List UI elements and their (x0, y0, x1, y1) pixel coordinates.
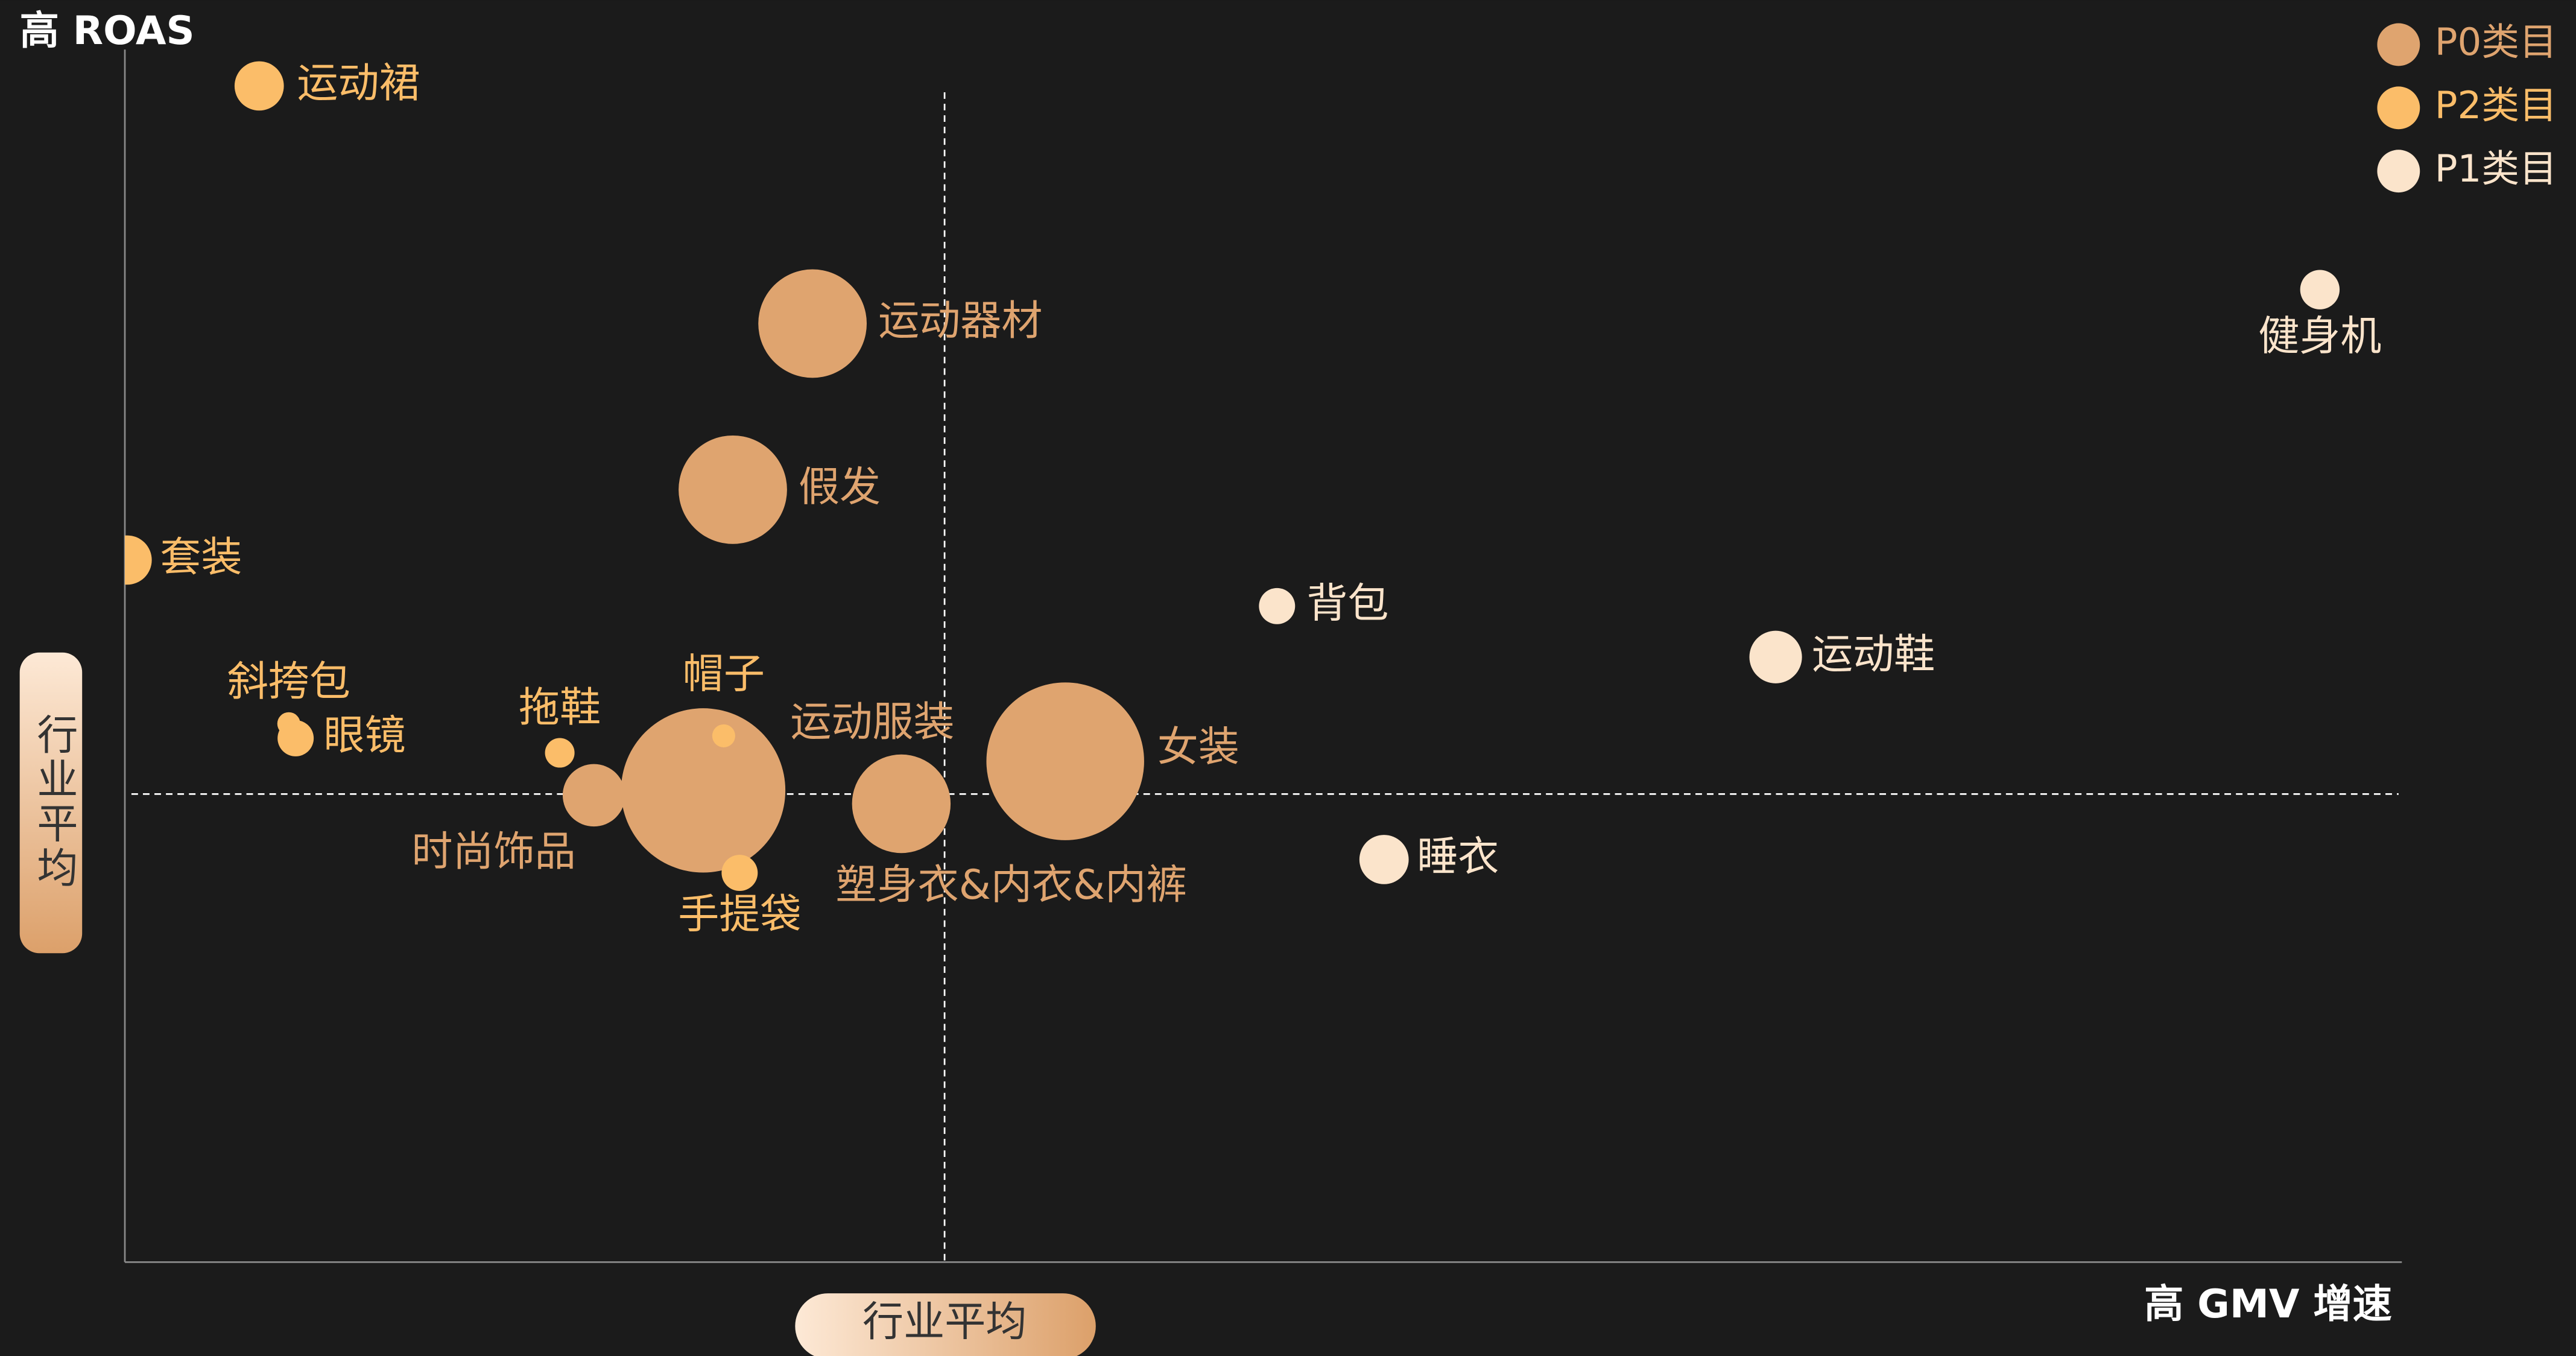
bubble (721, 855, 758, 892)
bubble (545, 738, 575, 768)
bubble-label: 运动裙 (297, 60, 420, 107)
bubble-label: 女装 (1157, 724, 1239, 771)
bubble-label: 运动服装 (790, 699, 954, 746)
legend-label: P1类目 (2435, 147, 2557, 191)
bubble-label: 塑身衣&内衣&内裤 (836, 861, 1188, 909)
y-reference-label: 行业平均 (30, 714, 77, 891)
bubble (712, 724, 735, 747)
bubble (1749, 630, 1802, 683)
x-axis-title: 高 GMV 增速 (2144, 1281, 2392, 1327)
bubble-label: 时尚饰品 (411, 828, 575, 876)
bubble-label: 背包 (1306, 580, 1388, 627)
bubble (758, 269, 867, 378)
legend-swatch (2377, 23, 2420, 66)
bubble (1259, 588, 1296, 624)
bubble (234, 61, 284, 111)
bubble (2300, 270, 2340, 309)
bubble-label: 手提袋 (678, 891, 801, 939)
y-reference-pill (19, 652, 83, 954)
legend-swatch (2377, 86, 2420, 130)
bubble (562, 764, 625, 827)
bubble (679, 435, 787, 544)
bubble-label: 眼镜 (323, 712, 405, 759)
bubble-label: 斜挎包 (227, 658, 350, 706)
legend-swatch (2377, 150, 2420, 193)
legend-label: P0类目 (2435, 20, 2557, 64)
bubble (621, 708, 786, 873)
bubble-label: 运动鞋 (1812, 631, 1935, 679)
bubble (986, 682, 1144, 840)
legend-label: P2类目 (2435, 83, 2557, 127)
y-axis-title: 高 ROAS (20, 8, 195, 54)
bubble-label: 拖鞋 (519, 684, 601, 732)
bubble (1359, 835, 1409, 884)
bubble-label: 假发 (799, 463, 881, 511)
x-reference-pill (795, 1293, 1096, 1356)
bubble-label: 运动器材 (878, 297, 1042, 345)
x-reference-label: 行业平均 (862, 1298, 1027, 1346)
bubble-label: 睡衣 (1417, 833, 1499, 881)
bubble (277, 720, 314, 756)
bubble-label: 帽子 (683, 650, 765, 698)
bubble-label: 套装 (160, 534, 242, 581)
bubble (852, 754, 951, 854)
bubble (125, 535, 152, 585)
bubble-label: 健身机 (2258, 312, 2381, 360)
